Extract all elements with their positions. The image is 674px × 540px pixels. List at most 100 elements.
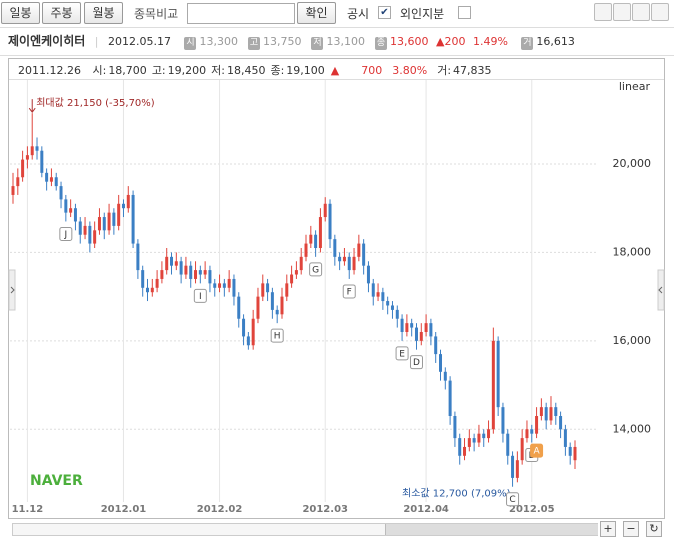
candle-body: [491, 340, 495, 430]
candle-body: [174, 261, 178, 266]
week-button[interactable]: 주봉: [42, 2, 81, 24]
max-arrow: [28, 99, 36, 113]
quote-tag: 종: [374, 37, 387, 50]
annotation-label: G: [312, 265, 319, 275]
right-handle[interactable]: [657, 269, 665, 311]
candle-body: [390, 305, 394, 310]
tool-icon[interactable]: [632, 3, 650, 21]
candle-body: [549, 407, 553, 421]
candle-body: [40, 150, 44, 173]
candle-body: [309, 234, 313, 244]
candle-body: [194, 270, 198, 279]
candle-body: [530, 429, 534, 434]
candle-body: [299, 256, 303, 271]
candle-body: [381, 292, 385, 302]
candle-body: [102, 217, 106, 231]
annotation-box: [270, 328, 284, 343]
candle-body: [328, 203, 332, 240]
scroll-thumb[interactable]: [385, 524, 598, 535]
candle-body: [414, 327, 418, 341]
candle-body: [246, 336, 250, 346]
candle-body: [266, 283, 270, 293]
candle-body: [448, 380, 452, 416]
quote-date: 2012.05.17: [108, 35, 171, 48]
info-volume: 47,835: [453, 64, 492, 77]
candle-body: [410, 323, 414, 328]
candle-body: [304, 243, 308, 257]
candle-body: [275, 309, 279, 315]
zoom-out[interactable]: −: [623, 521, 639, 537]
annotation-label: C: [509, 495, 515, 505]
left-handle[interactable]: [8, 269, 16, 311]
annotation-label: J: [64, 230, 68, 240]
x-tick-label: 2012.02: [197, 504, 243, 515]
month-button[interactable]: 월봉: [84, 2, 123, 24]
x-tick-label: 2012.03: [302, 504, 348, 515]
candle-body: [73, 208, 77, 222]
quote-value: 13,100: [326, 35, 365, 48]
annotation-label: F: [347, 287, 352, 297]
x-tick-label: 11.12: [12, 504, 44, 515]
candle-body: [357, 243, 361, 257]
candle-body: [30, 146, 34, 156]
candle-info: 2011.12.26 시: 18,700 고: 19,200 저: 18,450 종: 19,…: [18, 62, 492, 78]
info-value: 19,200: [167, 64, 207, 77]
candle-body: [511, 455, 515, 478]
candle-body: [294, 270, 298, 275]
volume-tag: 거: [521, 37, 534, 50]
zoom-in[interactable]: +: [600, 521, 616, 537]
foreign-checkbox[interactable]: [458, 6, 471, 19]
tool-icon[interactable]: [594, 3, 612, 21]
y-tick-label: 16,000: [613, 334, 652, 347]
candle-body: [189, 265, 193, 279]
y-tick-label: 14,000: [613, 422, 652, 435]
candle-body: [184, 265, 188, 275]
candle-body: [386, 301, 390, 306]
annotation-box: [342, 284, 356, 299]
foreign-label: 외인지분: [400, 7, 445, 21]
candle-body: [472, 438, 476, 443]
candle-body: [419, 332, 423, 341]
reset[interactable]: ↻: [646, 521, 662, 537]
separator: |: [94, 35, 99, 48]
candle-body: [59, 186, 63, 200]
candle-body: [338, 256, 342, 262]
candle-body: [218, 283, 222, 288]
candle-body: [203, 270, 207, 275]
info-volume-label: 거:: [437, 64, 452, 77]
candle-body: [376, 292, 380, 297]
candle-body: [520, 438, 524, 461]
candle-body: [25, 155, 29, 160]
candle-body: [477, 433, 481, 443]
compare-input[interactable]: [187, 3, 295, 24]
candle-body: [362, 243, 366, 266]
candle-body: [280, 296, 284, 315]
candle-body: [83, 225, 87, 235]
annotation-label: D: [413, 358, 420, 368]
candle-body: [107, 212, 111, 231]
candle-body: [506, 433, 510, 456]
candle-body: [352, 256, 356, 271]
disclosure-checkbox[interactable]: ✔: [378, 6, 391, 19]
candle-body: [342, 256, 346, 262]
print-icon[interactable]: [651, 3, 669, 21]
annotation-box: [506, 492, 520, 507]
candle-body: [165, 256, 169, 271]
tool-icon[interactable]: [613, 3, 631, 21]
candle-body: [429, 323, 433, 337]
info-label: 저:: [211, 64, 225, 77]
candle-body: [112, 212, 116, 226]
day-button[interactable]: 일봉: [1, 2, 40, 24]
candle-body: [539, 407, 543, 416]
confirm-button[interactable]: 확인: [297, 2, 336, 24]
min-label: 최소값 12,700 (7,09%): [402, 488, 511, 500]
candle-body: [482, 433, 486, 439]
scroll-track[interactable]: [12, 523, 598, 536]
info-label: 종:: [270, 64, 285, 77]
candle-body: [237, 296, 241, 319]
candle-body: [69, 208, 73, 213]
annotation-box: [193, 288, 207, 303]
candle-body: [395, 309, 399, 319]
candle-body: [270, 292, 274, 310]
